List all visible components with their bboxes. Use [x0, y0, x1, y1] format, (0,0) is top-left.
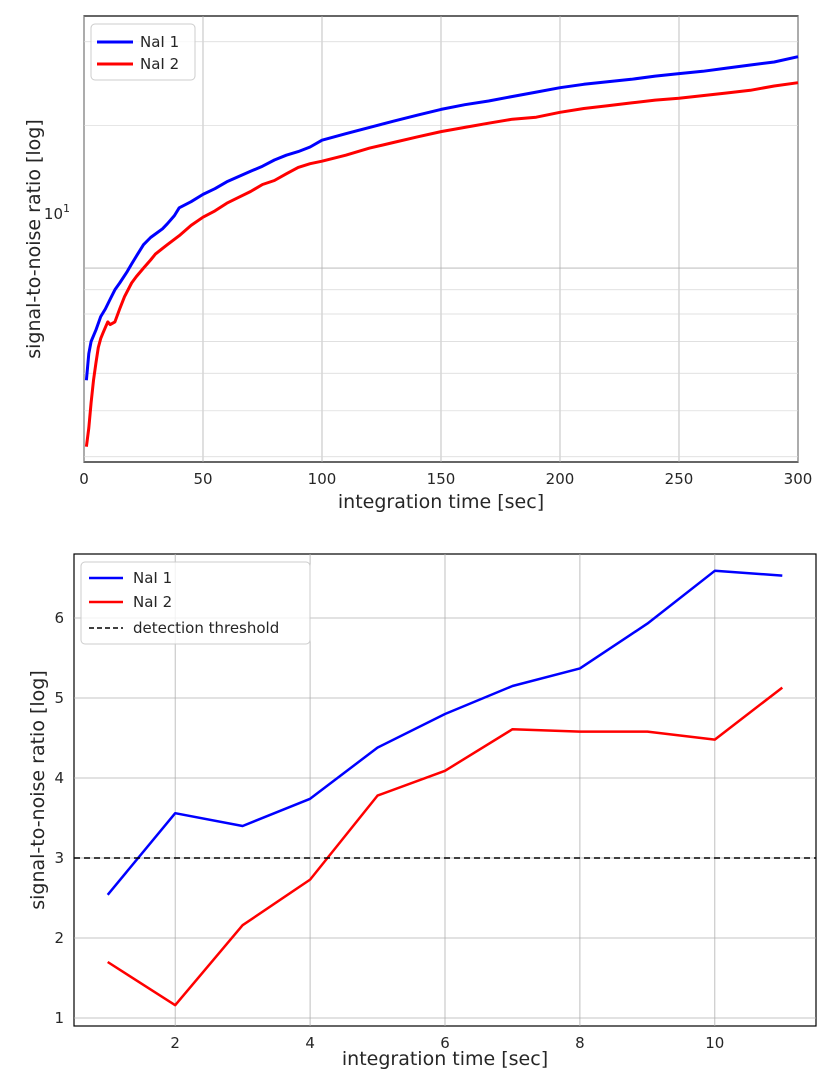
x-tick-label: 200: [546, 470, 575, 488]
y-axis-label: signal-to-noise ratio [log]: [27, 670, 49, 910]
x-axis-label: integration time [sec]: [342, 1048, 548, 1070]
legend-label-nai2: NaI 2: [140, 55, 179, 73]
x-tick-label: 6: [440, 1034, 450, 1052]
x-tick-label: 300: [784, 470, 813, 488]
x-tick-label: 2: [170, 1034, 180, 1052]
series-line-nai-1: [106, 569, 783, 896]
legend-label-nai2: NaI 2: [133, 593, 172, 611]
series-line-nai-2: [84, 81, 799, 447]
x-tick-label: 250: [665, 470, 694, 488]
y-tick-label: 3: [54, 849, 64, 867]
x-tick-label: 50: [193, 470, 212, 488]
x-tick-labels: 2 4 6 8 10: [170, 1034, 724, 1052]
x-tick-label: 10: [705, 1034, 724, 1052]
series-lines: [74, 569, 816, 1007]
x-tick-labels: 0 50 100 150 200 250 300: [79, 470, 812, 488]
legend: NaI 1 NaI 2: [90, 23, 196, 81]
x-tick-label: 150: [427, 470, 456, 488]
legend: NaI 1 NaI 2 detection threshold: [80, 561, 311, 645]
grid-lines: [83, 16, 799, 462]
y-tick-labels: 101: [44, 202, 70, 223]
x-tick-label: 4: [305, 1034, 315, 1052]
x-tick-label: 100: [308, 470, 337, 488]
x-tick-label: 0: [79, 470, 89, 488]
y-tick-label: 2: [54, 929, 64, 947]
snr-vs-time-log-chart: 0 50 100 150 200 250 300 101 integration time …: [23, 15, 812, 513]
legend-label-nai1: NaI 1: [140, 33, 179, 51]
series-line-nai-1: [84, 55, 799, 381]
y-tick-label: 5: [54, 689, 64, 707]
series-lines: [84, 55, 799, 447]
y-tick-label-10: 101: [44, 202, 70, 223]
legend-box: [80, 561, 311, 645]
legend-label-detection-threshold: detection threshold: [133, 619, 279, 637]
y-tick-label: 4: [54, 769, 64, 787]
series-line-nai-2: [107, 686, 784, 1007]
grid-lines: [74, 554, 816, 1026]
y-tick-label: 1: [54, 1009, 64, 1027]
y-tick-labels: 1 2 3 4 5 6: [54, 609, 64, 1027]
x-axis-label: integration time [sec]: [338, 491, 544, 513]
legend-box: [90, 23, 196, 81]
y-axis-label: signal-to-noise ratio [log]: [23, 119, 45, 359]
x-tick-label: 8: [575, 1034, 585, 1052]
y-tick-label: 6: [54, 609, 64, 627]
legend-label-nai1: NaI 1: [133, 569, 172, 587]
